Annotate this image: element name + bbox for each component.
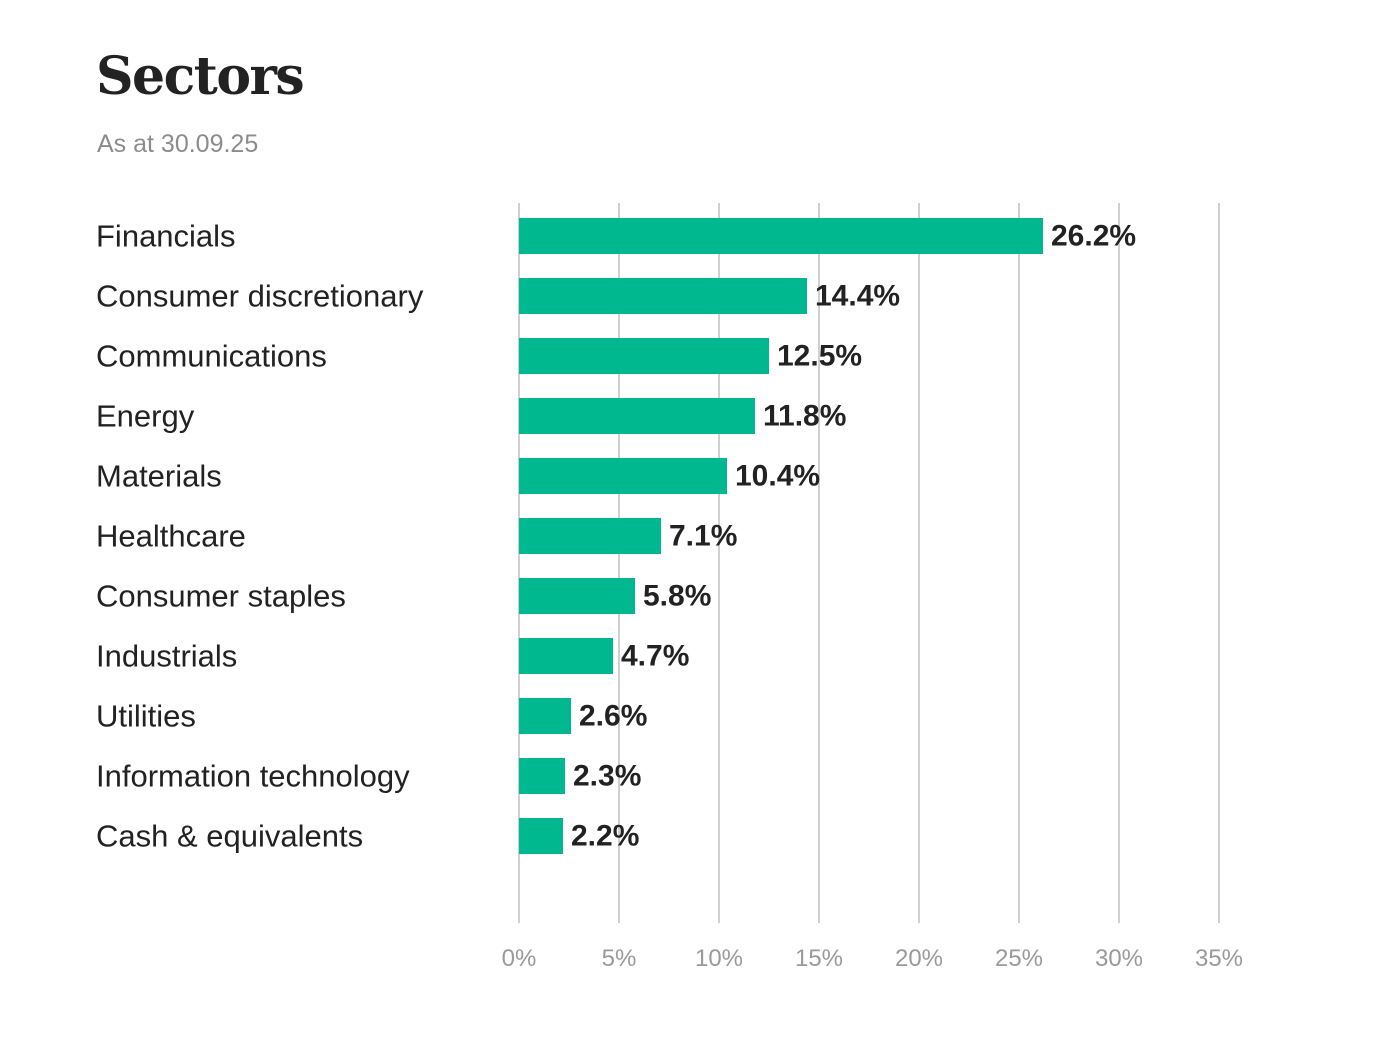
value-label: 4.7% bbox=[621, 640, 689, 673]
bar bbox=[519, 818, 563, 854]
bar bbox=[519, 278, 807, 314]
x-tick-label: 25% bbox=[995, 945, 1043, 972]
bar bbox=[519, 398, 755, 434]
category-label: Consumer staples bbox=[96, 579, 346, 614]
x-tick-label: 20% bbox=[895, 945, 943, 972]
x-tick-label: 10% bbox=[695, 945, 743, 972]
x-tick-label: 15% bbox=[795, 945, 843, 972]
value-label: 11.8% bbox=[763, 400, 846, 433]
chart-title: Sectors bbox=[96, 46, 305, 107]
bar bbox=[519, 698, 571, 734]
value-label: 2.2% bbox=[571, 820, 639, 853]
value-label: 10.4% bbox=[735, 460, 820, 493]
category-label: Materials bbox=[96, 459, 222, 494]
value-label: 5.8% bbox=[643, 580, 711, 613]
gridlines bbox=[518, 203, 1220, 923]
category-label: Utilities bbox=[96, 699, 196, 734]
category-label: Industrials bbox=[96, 639, 237, 674]
category-label: Healthcare bbox=[96, 519, 246, 554]
category-label: Cash & equivalents bbox=[96, 819, 363, 854]
x-tick-label: 30% bbox=[1095, 945, 1143, 972]
bar bbox=[519, 338, 769, 374]
category-label: Communications bbox=[96, 339, 327, 374]
value-labels: 26.2% 14.4% 12.5% 11.8% 10.4% 7.1% 5.8% 4.7% 2.6… bbox=[571, 220, 1136, 853]
bars bbox=[519, 218, 1043, 854]
x-tick-label: 35% bbox=[1195, 945, 1243, 972]
bar bbox=[519, 218, 1043, 254]
bar bbox=[519, 458, 727, 494]
bar bbox=[519, 518, 661, 554]
x-tick-label: 5% bbox=[602, 945, 637, 972]
bar bbox=[519, 638, 613, 674]
value-label: 2.6% bbox=[579, 700, 647, 733]
category-label: Consumer discretionary bbox=[96, 279, 424, 314]
bar bbox=[519, 578, 635, 614]
value-label: 14.4% bbox=[815, 280, 900, 313]
category-label: Information technology bbox=[96, 759, 410, 794]
value-label: 12.5% bbox=[777, 340, 862, 373]
category-label: Financials bbox=[96, 219, 236, 254]
category-labels: Financials Consumer discretionary Communic… bbox=[96, 219, 424, 854]
value-label: 7.1% bbox=[669, 520, 737, 553]
x-tick-label: 0% bbox=[502, 945, 537, 972]
chart-subtitle: As at 30.09.25 bbox=[97, 130, 259, 158]
value-label: 26.2% bbox=[1051, 220, 1136, 253]
value-label: 2.3% bbox=[573, 760, 641, 793]
bar bbox=[519, 758, 565, 794]
x-axis-ticks: 0% 5% 10% 15% 20% 25% 30% 35% bbox=[502, 945, 1243, 972]
category-label: Energy bbox=[96, 399, 195, 434]
